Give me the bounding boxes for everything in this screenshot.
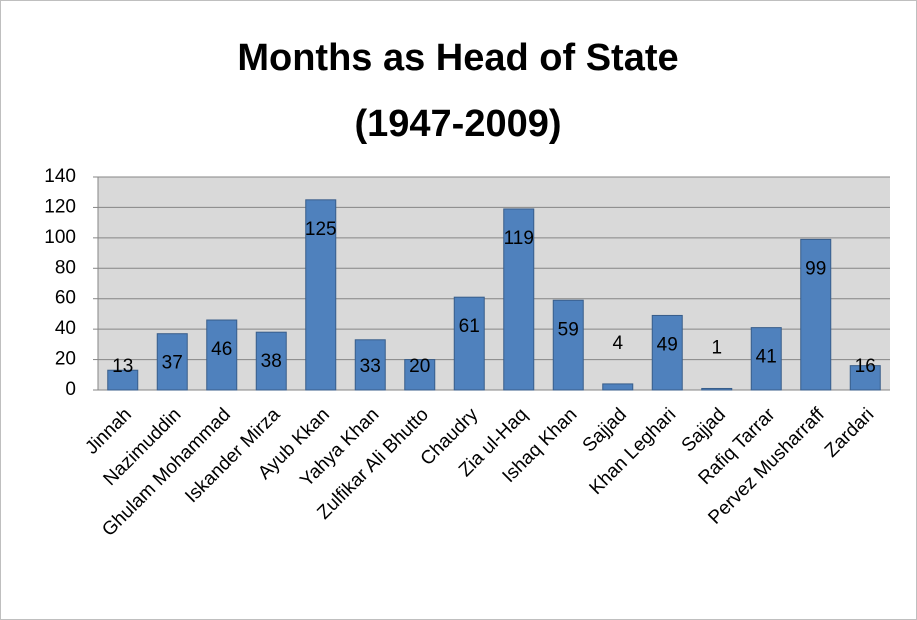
bar [255, 331, 287, 391]
bar [206, 319, 238, 391]
data-label: 20 [409, 356, 430, 377]
data-label: 59 [558, 319, 579, 340]
data-label: 33 [360, 356, 381, 377]
data-label: 37 [162, 353, 183, 374]
bar [354, 339, 386, 391]
bar [849, 365, 881, 391]
y-tick-label: 140 [44, 166, 76, 187]
data-label: 38 [261, 351, 282, 372]
bar [651, 314, 683, 391]
chart-title: Months as Head of State [237, 37, 678, 79]
chart-subtitle: (1947-2009) [354, 103, 561, 145]
bar [305, 199, 337, 391]
bar [800, 238, 832, 391]
bar [156, 333, 188, 391]
bar [602, 383, 634, 391]
data-label: 16 [855, 356, 876, 377]
y-tick-label: 60 [55, 288, 76, 309]
data-label: 99 [805, 258, 826, 279]
y-tick-label: 100 [44, 227, 76, 248]
data-label: 41 [756, 347, 777, 368]
data-label: 13 [112, 356, 133, 377]
y-tick-label: 0 [65, 379, 76, 400]
data-label: 125 [305, 219, 337, 240]
y-tick-label: 80 [55, 257, 76, 278]
data-label: 46 [211, 339, 232, 360]
y-tick-label: 120 [44, 196, 76, 217]
data-label: 1 [711, 337, 722, 358]
data-label: 4 [612, 333, 623, 354]
bar [107, 369, 139, 391]
bar [503, 208, 535, 391]
data-label: 49 [657, 334, 678, 355]
data-label: 61 [459, 316, 480, 337]
bar [750, 327, 782, 391]
bar [552, 299, 584, 391]
bar [453, 296, 485, 391]
data-label: 119 [504, 228, 534, 249]
y-tick-label: 20 [55, 349, 76, 370]
bar [404, 359, 436, 391]
bar [701, 387, 733, 391]
y-tick-label: 40 [55, 318, 76, 339]
